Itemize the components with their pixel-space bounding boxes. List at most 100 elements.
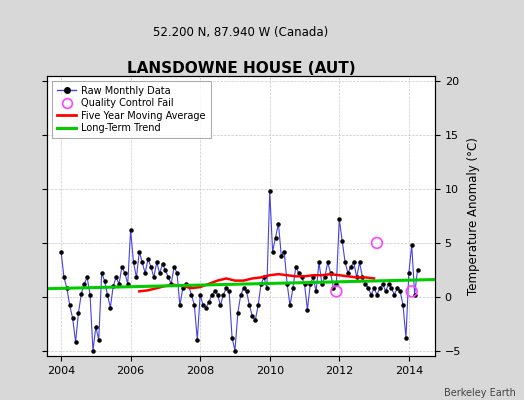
Point xyxy=(71,339,80,345)
Point xyxy=(277,253,286,259)
Point xyxy=(408,288,416,294)
Point xyxy=(289,285,297,291)
Point xyxy=(112,274,121,280)
Point xyxy=(121,270,129,276)
Point xyxy=(129,259,138,266)
Text: 52.200 N, 87.940 W (Canada): 52.200 N, 87.940 W (Canada) xyxy=(154,26,329,39)
Point xyxy=(298,274,306,280)
Point xyxy=(266,188,274,194)
Point xyxy=(309,274,318,280)
Point xyxy=(239,285,248,291)
Point xyxy=(199,302,208,308)
Point xyxy=(83,274,91,280)
Point xyxy=(66,302,74,308)
Point xyxy=(225,288,233,294)
Point xyxy=(147,264,155,270)
Point xyxy=(164,274,172,280)
Point xyxy=(393,285,401,291)
Point xyxy=(373,240,381,246)
Point xyxy=(106,304,115,311)
Point xyxy=(245,302,254,308)
Point xyxy=(228,334,236,341)
Point xyxy=(231,348,239,354)
Point xyxy=(132,274,140,280)
Point xyxy=(222,285,231,291)
Point xyxy=(124,281,132,287)
Point xyxy=(364,285,373,291)
Title: LANSDOWNE HOUSE (AUT): LANSDOWNE HOUSE (AUT) xyxy=(127,61,355,76)
Point xyxy=(387,285,396,291)
Point xyxy=(396,288,405,294)
Point xyxy=(271,234,280,241)
Point xyxy=(321,274,329,280)
Point xyxy=(202,304,210,311)
Point xyxy=(280,248,288,255)
Point xyxy=(312,288,320,294)
Point xyxy=(390,292,399,298)
Point xyxy=(92,324,100,330)
Point xyxy=(353,274,361,280)
Point xyxy=(268,248,277,255)
Point xyxy=(263,285,271,291)
Point xyxy=(376,285,384,291)
Point xyxy=(86,292,94,298)
Text: Berkeley Earth: Berkeley Earth xyxy=(444,388,516,398)
Point xyxy=(193,337,202,343)
Point xyxy=(405,270,413,276)
Point xyxy=(213,292,222,298)
Point xyxy=(77,290,85,297)
Point xyxy=(80,281,89,287)
Point xyxy=(135,248,144,255)
Point xyxy=(170,264,178,270)
Point xyxy=(399,302,407,308)
Point xyxy=(176,302,184,308)
Point xyxy=(94,337,103,343)
Point xyxy=(257,281,265,287)
Point xyxy=(97,270,106,276)
Point xyxy=(381,288,390,294)
Point xyxy=(74,310,83,316)
Point xyxy=(57,248,66,255)
Point xyxy=(347,264,355,270)
Point xyxy=(156,270,164,276)
Point xyxy=(370,285,378,291)
Point xyxy=(292,264,300,270)
Point xyxy=(355,259,364,266)
Point xyxy=(323,259,332,266)
Point xyxy=(344,270,352,276)
Point xyxy=(402,334,410,341)
Point xyxy=(413,267,422,273)
Point xyxy=(208,292,216,298)
Point xyxy=(248,313,257,319)
Point xyxy=(109,283,117,289)
Point xyxy=(350,259,358,266)
Point xyxy=(101,278,109,284)
Point xyxy=(329,285,337,291)
Point xyxy=(103,292,112,298)
Point xyxy=(150,274,158,280)
Point xyxy=(408,242,416,248)
Point xyxy=(332,288,341,294)
Point xyxy=(196,292,204,298)
Point xyxy=(69,315,77,322)
Point xyxy=(144,256,152,262)
Point xyxy=(161,267,170,273)
Point xyxy=(315,259,323,266)
Point xyxy=(216,302,225,308)
Y-axis label: Temperature Anomaly (°C): Temperature Anomaly (°C) xyxy=(466,137,479,295)
Point xyxy=(141,270,149,276)
Point xyxy=(211,288,219,294)
Point xyxy=(341,259,350,266)
Point xyxy=(367,292,375,298)
Point xyxy=(167,281,176,287)
Point xyxy=(205,299,213,305)
Point xyxy=(274,220,282,227)
Point xyxy=(335,216,343,222)
Point xyxy=(361,281,369,287)
Point xyxy=(410,292,419,298)
Point xyxy=(251,317,259,324)
Point xyxy=(332,281,341,287)
Point xyxy=(60,274,68,280)
Point xyxy=(286,302,294,308)
Point xyxy=(236,292,245,298)
